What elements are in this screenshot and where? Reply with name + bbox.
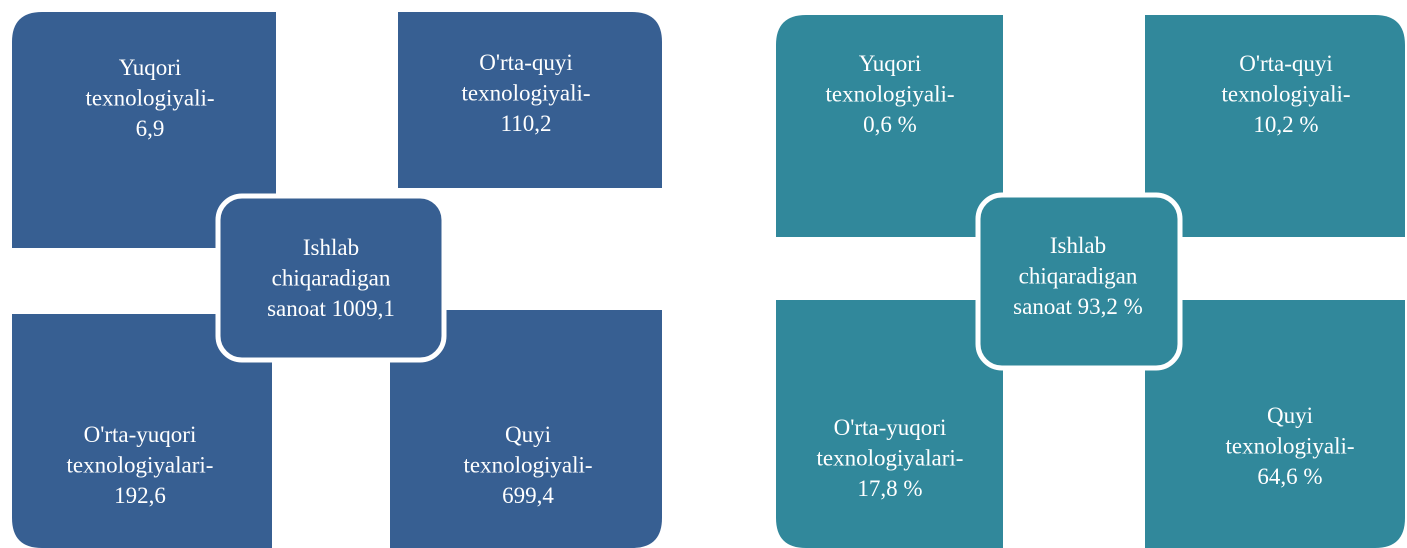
label-line: texnologiyali-: [85, 86, 214, 111]
label-line: Ishlab: [303, 235, 359, 260]
label-line: 110,2: [501, 111, 552, 136]
center-label: Ishlab chiqaradigan sanoat 93,2 %: [1013, 233, 1143, 319]
label-line: Quyi: [505, 422, 551, 447]
quadrant-label: O'rta-yuqori texnologiyalari- 17,8 %: [817, 415, 964, 501]
label-line: 192,6: [114, 483, 166, 508]
label-line: 0,6 %: [863, 112, 917, 137]
quadrant: [776, 15, 1003, 237]
quadrant-label: O'rta-quyi texnologiyali- 110,2: [461, 50, 590, 136]
label-line: texnologiyali-: [1221, 82, 1350, 107]
label-line: texnologiyalari-: [67, 453, 214, 478]
quadrant-label: Yuqori texnologiyali- 6,9: [85, 55, 214, 141]
label-line: 6,9: [136, 116, 165, 141]
quadrant: [12, 314, 272, 548]
label-line: sanoat 93,2 %: [1013, 294, 1143, 319]
label-line: 17,8 %: [857, 476, 922, 501]
quadrant: [1145, 300, 1405, 548]
label-line: Yuqori: [859, 51, 922, 76]
label-line: texnologiyali-: [461, 81, 590, 106]
label-line: 64,6 %: [1257, 464, 1322, 489]
matrix-diagram: Yuqori texnologiyali- 0,6 % O'rta-quyi texno…: [776, 15, 1405, 548]
quadrant-label: Quyi texnologiyali- 699,4: [463, 422, 592, 508]
quadrant-label: O'rta-quyi texnologiyali- 10,2 %: [1221, 51, 1350, 137]
label-line: texnologiyali-: [825, 82, 954, 107]
quadrant: [776, 300, 1003, 548]
label-line: 699,4: [502, 483, 554, 508]
quadrant: [1145, 15, 1405, 237]
label-line: 10,2 %: [1253, 112, 1318, 137]
quadrant: [390, 310, 662, 548]
label-line: sanoat 1009,1: [267, 296, 395, 321]
label-line: O'rta-yuqori: [84, 422, 197, 447]
quadrant-label: Quyi texnologiyali- 64,6 %: [1225, 403, 1354, 489]
label-line: chiqaradigan: [272, 266, 391, 291]
label-line: O'rta-quyi: [479, 50, 573, 75]
quadrant-label: O'rta-yuqori texnologiyalari- 192,6: [67, 422, 214, 508]
quadrant: [398, 12, 662, 188]
label-line: texnologiyali-: [463, 453, 592, 478]
label-line: Yuqori: [119, 55, 182, 80]
center-label: Ishlab chiqaradigan sanoat 1009,1: [267, 235, 395, 321]
label-line: O'rta-quyi: [1239, 51, 1333, 76]
label-line: texnologiyali-: [1225, 434, 1354, 459]
matrix-diagram: Yuqori texnologiyali- 6,9 O'rta-quyi texnolo…: [12, 12, 662, 548]
label-line: Ishlab: [1050, 233, 1106, 258]
label-line: Quyi: [1267, 403, 1313, 428]
label-line: texnologiyalari-: [817, 446, 964, 471]
label-line: chiqaradigan: [1019, 264, 1138, 289]
label-line: O'rta-yuqori: [834, 415, 947, 440]
center-box: [215, 193, 447, 363]
quadrant-label: Yuqori texnologiyali- 0,6 %: [825, 51, 954, 137]
quadrant: [12, 12, 276, 248]
center-box: [975, 192, 1183, 371]
